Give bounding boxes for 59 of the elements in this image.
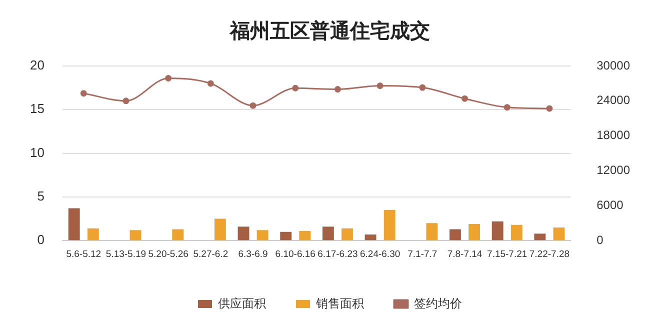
x-tick-label: 7.1-7.7	[408, 248, 438, 260]
bar	[256, 230, 268, 240]
point	[334, 86, 341, 93]
y2-tick-label: 12000	[596, 163, 630, 178]
bar	[426, 223, 438, 240]
bar	[384, 210, 396, 240]
x-tick-label: 6.17-6.23	[318, 248, 358, 260]
bar	[492, 221, 504, 240]
x-tick-label: 5.6-5.12	[66, 248, 102, 260]
bar	[130, 230, 142, 240]
bar	[68, 208, 80, 240]
y2-tick-label: 24000	[596, 93, 630, 108]
bar	[87, 228, 99, 240]
point	[419, 84, 426, 91]
x-tick-label: 5.13-5.19	[106, 248, 146, 260]
y-tick-label: 10	[30, 144, 44, 160]
point	[504, 104, 510, 111]
y2-tick-label: 30000	[596, 58, 630, 72]
point	[462, 95, 468, 102]
x-tick-label: 7.15-7.21	[487, 248, 528, 260]
legend-label: 供应面积	[218, 296, 266, 310]
point	[122, 98, 130, 104]
y-tick-label: 15	[30, 101, 44, 116]
bar	[238, 226, 250, 240]
x-tick-label: 6.10-6.16	[275, 248, 316, 260]
point	[207, 80, 214, 87]
x-tick-label: 6.3-6.9	[238, 248, 268, 260]
x-tick-label: 7.22-7.28	[529, 248, 570, 260]
bar	[468, 224, 480, 240]
point	[376, 82, 384, 90]
x-tick-label: 7.8-7.14	[447, 248, 482, 260]
x-tick-label: 5.27-6.2	[193, 248, 228, 260]
point	[250, 102, 256, 109]
bar	[364, 234, 376, 240]
point	[165, 74, 172, 82]
bar	[280, 232, 292, 240]
legend-label: 签约均价	[414, 296, 462, 310]
chart-title: 福州五区普通住宅成交	[229, 20, 430, 43]
x-tick-label: 5.20-5.26	[148, 248, 188, 260]
point	[546, 105, 553, 112]
y-tick-label: 5	[37, 188, 44, 204]
legend-label: 销售面积	[315, 296, 364, 310]
point	[292, 84, 299, 92]
bar	[553, 228, 565, 240]
y2-tick-label: 6000	[596, 198, 624, 212]
bar	[322, 226, 334, 240]
bar	[534, 234, 546, 240]
x-tick-label: 6.24-6.30	[360, 248, 400, 260]
bar	[214, 218, 226, 240]
y-tick-label: 20	[30, 58, 44, 73]
bar	[342, 228, 353, 240]
bar	[299, 230, 311, 240]
y2-tick-label: 18000	[596, 128, 630, 142]
y-tick-label: 0	[37, 232, 44, 248]
bar	[172, 229, 184, 240]
bar	[510, 224, 522, 240]
y2-tick-label: 0	[596, 232, 604, 247]
point	[80, 90, 87, 97]
bar	[450, 229, 461, 240]
